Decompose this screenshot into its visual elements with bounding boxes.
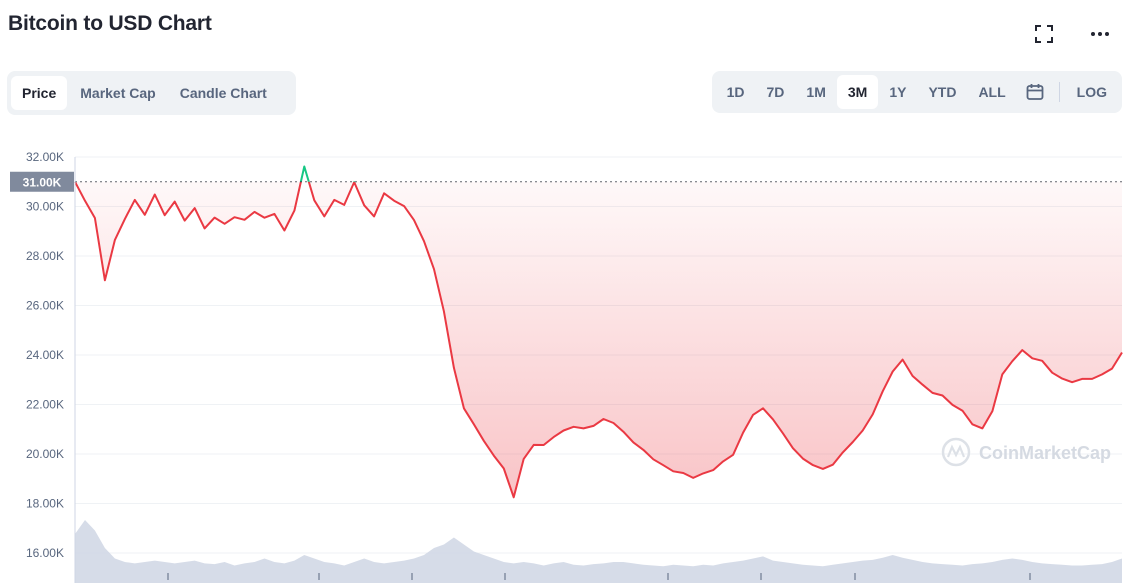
y-tick-label: 22.00K: [26, 398, 64, 412]
tab-price[interactable]: Price: [11, 76, 68, 110]
calendar-icon[interactable]: [1017, 75, 1053, 109]
price-fill: [75, 181, 1122, 498]
y-tick-label: 16.00K: [26, 546, 64, 560]
more-icon[interactable]: [1086, 20, 1114, 48]
y-tick-label: 26.00K: [26, 299, 64, 313]
volume-area: [75, 520, 1122, 583]
watermark: CoinMarketCap: [941, 437, 1111, 467]
tab-candle-chart[interactable]: Candle Chart: [179, 85, 267, 101]
y-tick-label: 28.00K: [26, 249, 64, 263]
range-1y[interactable]: 1Y: [889, 84, 907, 100]
range-ytd[interactable]: YTD: [928, 84, 957, 100]
range-1m[interactable]: 1M: [806, 84, 826, 100]
price-line-down: [74, 181, 1123, 499]
volume-area-shape: [75, 520, 1122, 583]
range-divider: [1058, 82, 1060, 102]
range-1d[interactable]: 1D: [726, 84, 745, 100]
price-chart: 31.00K 32.00K 30.00K 28.00K 26.00K 24.00K 22.…: [0, 130, 1138, 583]
y-tick-label: 20.00K: [26, 447, 64, 461]
chart-title: Bitcoin to USD Chart: [8, 12, 212, 35]
fullscreen-icon[interactable]: [1030, 20, 1058, 48]
tab-market-cap[interactable]: Market Cap: [80, 85, 156, 101]
log-toggle[interactable]: LOG: [1076, 84, 1107, 100]
range-7d[interactable]: 7D: [766, 84, 785, 100]
reference-price-badge: [10, 171, 74, 192]
watermark-text: CoinMarketCap: [979, 443, 1111, 463]
range-all[interactable]: ALL: [978, 84, 1006, 100]
range-selector: 1D 7D 1M 3M 1Y YTD ALL LOG: [711, 71, 1122, 113]
view-tabs: Price Market Cap Candle Chart: [7, 71, 296, 115]
y-tick-label: 30.00K: [26, 200, 64, 214]
range-3m[interactable]: 3M: [836, 75, 879, 109]
price-chart-svg: 31.00K 32.00K 30.00K 28.00K 26.00K 24.00K 22.…: [10, 150, 1123, 583]
x-axis-ticks: [74, 157, 1031, 583]
y-axis: 32.00K 30.00K 28.00K 26.00K 24.00K 22.00K 20.0…: [26, 150, 64, 560]
price-fill-area: [75, 181, 1122, 498]
y-tick-label: 32.00K: [26, 150, 64, 164]
coinmarketcap-logo-icon: [941, 437, 971, 467]
price-line: [74, 165, 1123, 499]
reference-line: 31.00K: [10, 171, 1122, 192]
y-tick-label: 18.00K: [26, 497, 64, 511]
reference-price-label: 31.00K: [23, 175, 62, 189]
y-tick-label: 24.00K: [26, 348, 64, 362]
chart-actions: [1030, 20, 1114, 48]
